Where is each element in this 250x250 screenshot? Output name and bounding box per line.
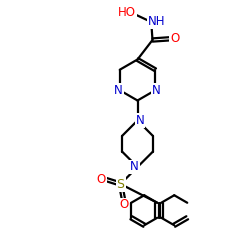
Text: O: O (119, 198, 128, 211)
Text: O: O (170, 32, 179, 45)
Text: N: N (136, 114, 144, 127)
Text: N: N (130, 160, 139, 173)
Text: O: O (96, 173, 106, 186)
Text: N: N (114, 84, 123, 97)
Text: NH: NH (148, 15, 166, 28)
Text: S: S (116, 178, 124, 190)
Text: HO: HO (118, 6, 136, 19)
Text: N: N (152, 84, 161, 97)
